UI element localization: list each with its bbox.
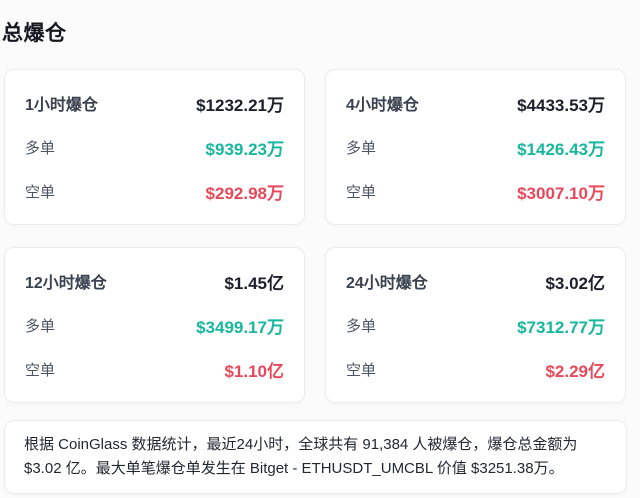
short-row: 空单 $1.10亿 [25,347,284,391]
liquidation-card-12h: 12小时爆仓 $1.45亿 多单 $3499.17万 空单 $1.10亿 [4,247,305,403]
short-label: 空单 [346,361,377,379]
total-liquidation-value: $3.02亿 [545,273,605,293]
long-row: 多单 $7312.77万 [346,303,605,347]
period-label: 12小时爆仓 [25,275,107,292]
short-label: 空单 [25,361,56,379]
short-label: 空单 [25,183,56,201]
total-liquidation-value: $1.45亿 [224,273,284,293]
long-label: 多单 [25,139,56,157]
long-row: 多单 $1426.43万 [346,125,605,169]
period-label: 24小时爆仓 [346,275,428,292]
summary-text: 根据 CoinGlass 数据统计，最近24小时，全球共有 91,384 人被爆… [24,436,578,477]
total-liquidation-value: $4433.53万 [517,95,605,115]
period-label: 4小时爆仓 [346,97,419,114]
period-total-row: 1小时爆仓 $1232.21万 [25,81,284,125]
period-label: 1小时爆仓 [25,97,98,114]
short-liquidation-value: $1.10亿 [224,361,284,381]
summary-note-card: 根据 CoinGlass 数据统计，最近24小时，全球共有 91,384 人被爆… [4,420,627,494]
short-liquidation-value: $3007.10万 [517,183,605,203]
long-row: 多单 $3499.17万 [25,303,284,347]
liquidation-card-1h: 1小时爆仓 $1232.21万 多单 $939.23万 空单 $292.98万 [4,69,305,225]
page-title: 总爆仓 [2,22,67,45]
short-label: 空单 [346,183,377,201]
short-row: 空单 $292.98万 [25,169,284,213]
short-row: 空单 $2.29亿 [346,347,605,391]
period-total-row: 24小时爆仓 $3.02亿 [346,259,605,303]
long-liquidation-value: $1426.43万 [517,139,605,159]
short-liquidation-value: $2.29亿 [545,361,605,381]
period-total-row: 4小时爆仓 $4433.53万 [346,81,605,125]
total-liquidation-value: $1232.21万 [196,95,284,115]
liquidation-card-4h: 4小时爆仓 $4433.53万 多单 $1426.43万 空单 $3007.10… [325,69,626,225]
short-liquidation-value: $292.98万 [205,183,284,203]
long-row: 多单 $939.23万 [25,125,284,169]
long-label: 多单 [346,139,377,157]
long-liquidation-value: $939.23万 [205,139,284,159]
long-label: 多单 [346,317,377,335]
long-label: 多单 [25,317,56,335]
period-total-row: 12小时爆仓 $1.45亿 [25,259,284,303]
liquidation-card-24h: 24小时爆仓 $3.02亿 多单 $7312.77万 空单 $2.29亿 [325,247,626,403]
short-row: 空单 $3007.10万 [346,169,605,213]
liquidation-cards-grid: 1小时爆仓 $1232.21万 多单 $939.23万 空单 $292.98万 … [4,69,626,403]
long-liquidation-value: $7312.77万 [517,317,605,337]
long-liquidation-value: $3499.17万 [196,317,284,337]
